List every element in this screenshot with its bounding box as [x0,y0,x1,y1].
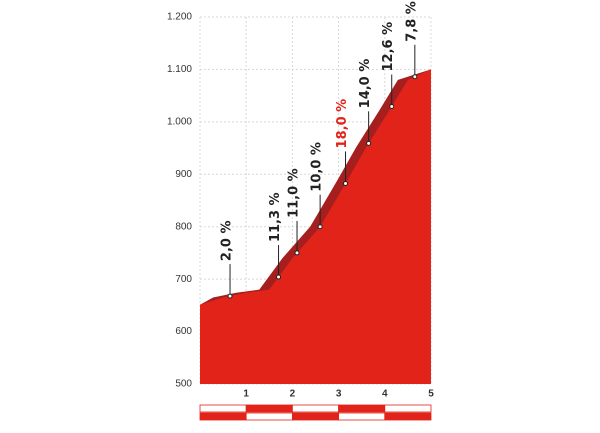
km-strip [384,404,432,413]
km-strip [199,412,247,421]
gradient-label: 11,3 % [268,192,283,242]
km-strip [291,404,339,413]
gradient-label: 18,0 % [335,99,350,149]
y-tick-label: 600 [175,326,192,337]
y-tick-label: 900 [175,169,192,180]
x-tick-label: 4 [382,389,388,400]
y-tick-label: 500 [175,379,192,390]
y-tick-label: 1.100 [167,64,192,75]
gradient-label: 14,0 % [358,59,373,109]
x-tick-label: 1 [243,389,249,400]
km-strip [338,412,386,421]
profile-area [200,69,431,385]
gradient-marker [227,293,233,299]
gradient-label: 10,0 % [310,142,325,192]
gradient-label: 12,6 % [381,22,396,72]
y-tick-label: 700 [175,274,192,285]
gradient-marker [294,250,300,256]
km-strip [384,412,432,421]
gradient-label: 7,8 % [404,1,419,42]
x-tick-label: 5 [428,389,434,400]
km-strip [338,404,386,413]
km-strip [291,412,339,421]
gradient-marker [389,104,395,110]
y-tick-label: 800 [175,221,192,232]
y-tick-label: 1.000 [167,116,192,127]
gradient-marker [412,74,418,80]
km-strip [245,404,293,413]
x-tick-label: 3 [336,389,342,400]
gradient-marker [366,140,372,146]
km-strip [245,412,293,421]
gradient-marker [276,274,282,280]
x-tick-label: 2 [290,389,296,400]
gradient-label: 2,0 % [220,220,235,261]
gradient-marker [317,224,323,230]
gradient-label: 11,0 % [287,168,302,218]
gradient-marker [343,180,349,186]
y-tick-label: 1.200 [167,12,192,23]
km-strip [199,404,247,413]
